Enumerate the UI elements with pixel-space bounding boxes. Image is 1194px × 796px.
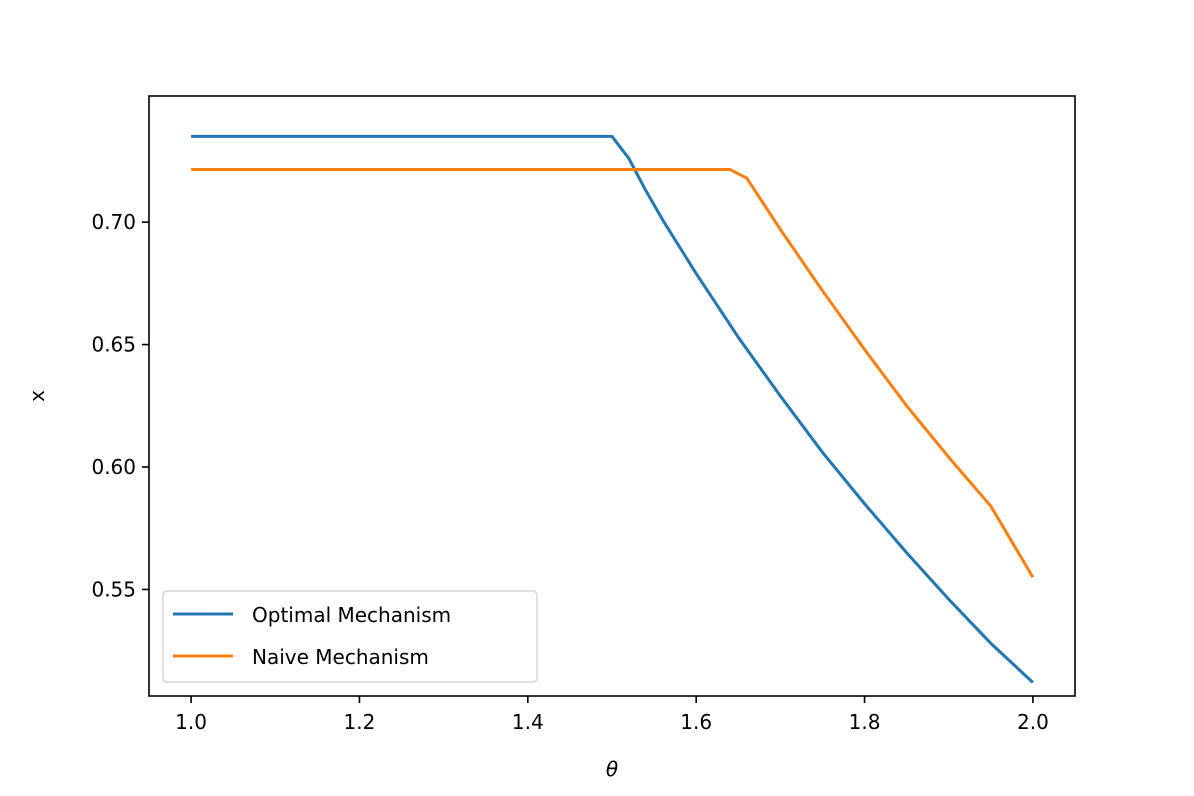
y-tick-label: 0.60 (91, 455, 136, 479)
legend-label-0: Optimal Mechanism (252, 603, 451, 627)
plot-frame (148, 95, 1076, 697)
series-line-0 (191, 134, 1034, 684)
x-tick-label: 1.4 (512, 710, 544, 734)
y-tick-label: 0.70 (91, 210, 136, 234)
x-tick-label: 2.0 (1017, 710, 1049, 734)
legend-box (162, 590, 538, 683)
x-axis-label: θ (606, 757, 618, 781)
y-tick-label: 0.65 (91, 333, 136, 357)
x-tick-label: 1.8 (849, 710, 881, 734)
series-layer (191, 134, 1035, 684)
legend-label-1: Naive Mechanism (252, 645, 429, 669)
series-line-1 (191, 167, 1035, 578)
x-tick-label: 1.2 (344, 710, 376, 734)
x-tick-label: 1.6 (680, 710, 712, 734)
x-tick-label: 1.0 (175, 710, 207, 734)
y-tick-label: 0.55 (91, 577, 136, 601)
y-axis-ticks: 0.55 0.60 0.65 0.70 (91, 210, 149, 601)
legend: Optimal Mechanism Naive Mechanism (162, 590, 538, 683)
x-axis-ticks: 1.0 1.2 1.4 1.6 1.8 2.0 (175, 696, 1049, 734)
y-axis-label: x (25, 390, 49, 402)
